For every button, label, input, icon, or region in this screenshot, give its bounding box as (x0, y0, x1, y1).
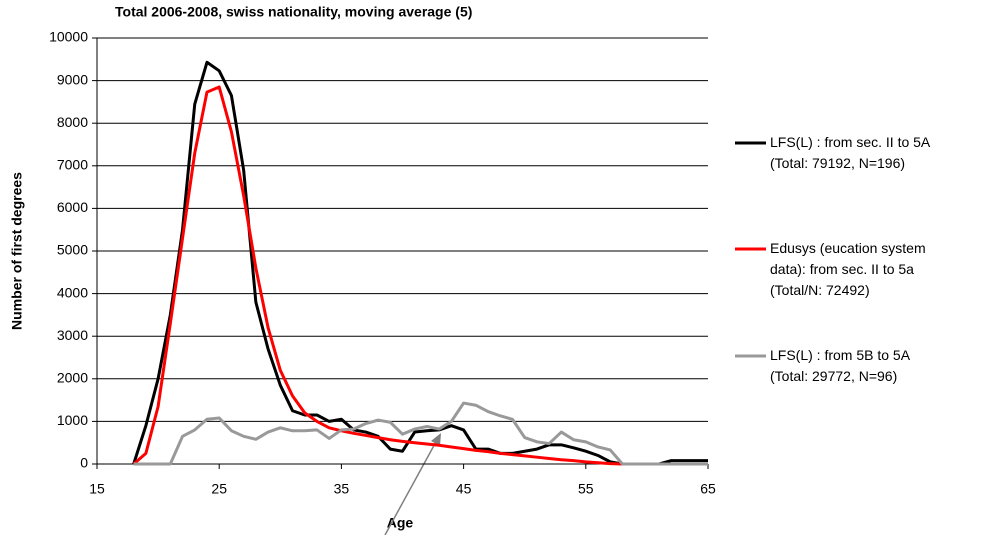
series-line (133, 401, 708, 466)
arrow-head (431, 433, 441, 446)
legend-label: LFS(L) : from 5B to 5A (Total: 29772, N=… (770, 347, 911, 384)
y-tick-label: 4000 (57, 284, 88, 300)
x-tick-label: 65 (700, 481, 716, 497)
y-axis-label: Number of first degrees (9, 172, 25, 330)
y-tick-label: 2000 (57, 370, 88, 386)
series-line (132, 60, 708, 466)
y-tick-label: 0 (80, 455, 88, 471)
y-tick-label: 7000 (57, 157, 88, 173)
legend-label: Edusys (eucation system data): from sec.… (770, 240, 926, 298)
x-tick-label: 45 (456, 481, 472, 497)
x-tick-label: 35 (334, 481, 350, 497)
y-tick-label: 6000 (57, 199, 88, 215)
x-tick-label: 55 (578, 481, 594, 497)
x-tick-label: 25 (211, 481, 227, 497)
annotation-arrow (384, 439, 438, 535)
x-axis-label: Age (387, 515, 414, 531)
series-line (132, 85, 623, 466)
y-tick-label: 8000 (57, 114, 88, 130)
y-tick-label: 10000 (49, 29, 88, 45)
legend-label: LFS(L) : from sec. II to 5A (Total: 7919… (770, 134, 931, 171)
x-tick-label: 15 (89, 481, 105, 497)
y-tick-label: 9000 (57, 71, 88, 87)
y-tick-label: 3000 (57, 327, 88, 343)
chart-title: Total 2006-2008, swiss nationality, movi… (115, 4, 472, 20)
y-tick-label: 1000 (57, 412, 88, 428)
y-tick-label: 5000 (57, 242, 88, 258)
